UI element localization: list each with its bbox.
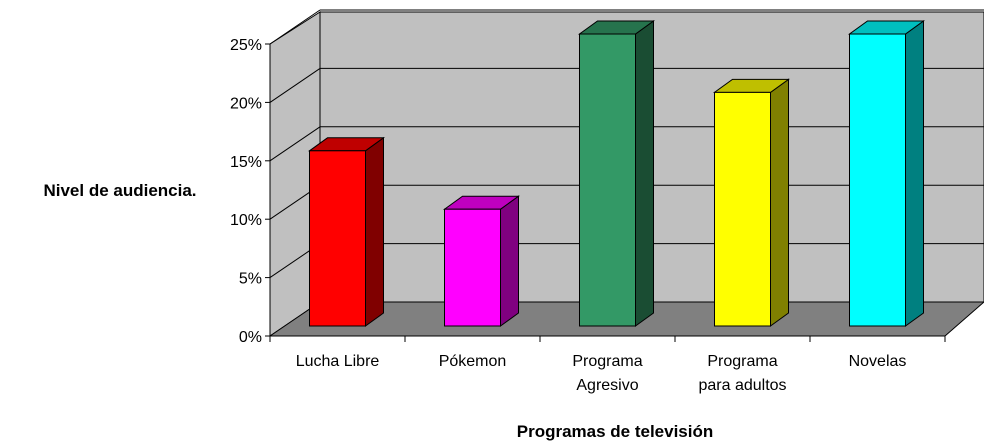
bar [847, 20, 926, 327]
grid-line [269, 67, 321, 103]
x-axis-label: Programas de televisión [517, 422, 714, 441]
x-tick-label: Pókemon [439, 353, 507, 370]
y-tick-label: 25% [230, 37, 262, 54]
bar-front [444, 208, 501, 327]
bar-front [849, 33, 906, 327]
bar-side [770, 78, 789, 327]
y-tick-label: 15% [230, 154, 262, 171]
x-tick-label: Programa para adultos [698, 353, 786, 394]
grid-line [269, 126, 321, 162]
bar-side [365, 136, 384, 327]
bar [712, 78, 791, 327]
bar-side [905, 20, 924, 327]
bar [442, 195, 521, 327]
bar-side [500, 195, 519, 327]
bar-front [579, 33, 636, 327]
y-tick-label: 5% [239, 271, 262, 288]
x-tick-label: Programa Agresivo [572, 353, 642, 394]
grid-line [269, 9, 321, 45]
y-tick-label: 0% [239, 329, 262, 346]
y-tick-label: 20% [230, 95, 262, 112]
x-tick-label: Novelas [849, 353, 907, 370]
bar-side [635, 20, 654, 327]
bar-front [714, 91, 771, 327]
bar [307, 136, 386, 327]
y-axis-label: Nivel de audiencia. [43, 181, 196, 200]
bar-front [309, 150, 366, 327]
x-tick-label: Lucha Libre [296, 353, 380, 370]
y-tick-label: 10% [230, 212, 262, 229]
bar [577, 20, 656, 327]
